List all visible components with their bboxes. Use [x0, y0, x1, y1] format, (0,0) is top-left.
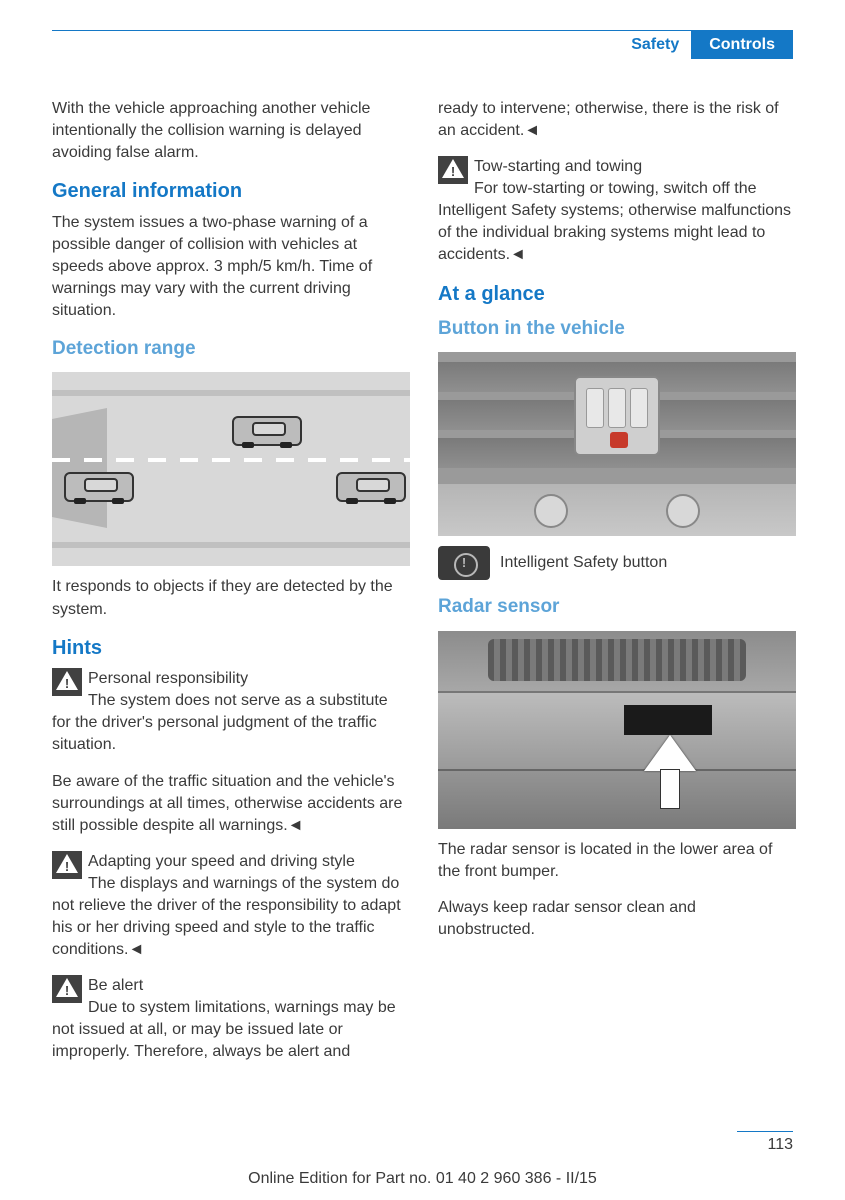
header-chapter-label: Controls — [691, 31, 793, 59]
button-in-vehicle-heading: Button in the vehicle — [438, 316, 796, 342]
intelligent-safety-button-label: Intelligent Safety button — [500, 552, 667, 574]
warning-tow-starting: Tow-starting and towing For tow-starting… — [438, 156, 796, 266]
footer-edition: Online Edition for Part no. 01 40 2 960 … — [0, 1170, 845, 1188]
warning-title: Personal responsibility — [88, 670, 248, 687]
right-column: ready to intervene; otherwise, there is … — [438, 98, 796, 1077]
intro-paragraph: With the vehicle approaching another veh… — [52, 98, 410, 164]
general-information-paragraph: The system issues a two-phase warning of… — [52, 212, 410, 322]
warning-title: Be alert — [88, 977, 143, 994]
warning-be-alert: Be alert Due to system limitations, warn… — [52, 975, 410, 1063]
safety-button-row: Intelligent Safety button — [438, 546, 796, 580]
detection-range-caption: It responds to objects if they are detec… — [52, 576, 410, 620]
warning-title: Adapting your speed and driving style — [88, 853, 355, 870]
warning-adapting-speed: Adapting your speed and driving style Th… — [52, 851, 410, 961]
warning-body: The displays and warnings of the system … — [52, 875, 401, 958]
warning-body-continued: Be aware of the traffic situation and th… — [52, 771, 410, 837]
content-columns: With the vehicle approaching another veh… — [52, 98, 793, 1077]
warning-body: For tow-starting or towing, switch off t… — [438, 180, 791, 263]
left-column: With the vehicle approaching another veh… — [52, 98, 410, 1077]
radar-sensor-figure — [438, 631, 796, 829]
detection-range-figure — [52, 372, 410, 566]
intelligent-safety-button-icon — [438, 546, 490, 580]
warning-icon — [52, 851, 82, 879]
general-information-heading: General information — [52, 178, 410, 206]
radar-sensor-heading: Radar sensor — [438, 594, 796, 620]
warning-icon — [52, 668, 82, 696]
warning-personal-responsibility: Personal responsibility The system does … — [52, 668, 410, 756]
continuation-paragraph: ready to intervene; otherwise, there is … — [438, 98, 796, 142]
at-a-glance-heading: At a glance — [438, 281, 796, 309]
warning-body: Due to system limitations, warnings may … — [52, 999, 396, 1060]
warning-icon — [438, 156, 468, 184]
page-header: Safety Controls — [52, 30, 793, 58]
page: Safety Controls With the vehicle approac… — [0, 0, 845, 1077]
warning-icon — [52, 975, 82, 1003]
warning-title: Tow-starting and towing — [474, 158, 642, 175]
header-section-label: Safety — [619, 36, 691, 54]
button-in-vehicle-figure — [438, 352, 796, 536]
detection-range-heading: Detection range — [52, 336, 410, 362]
radar-sensor-paragraph-2: Always keep radar sensor clean and unobs… — [438, 897, 796, 941]
warning-body: The system does not serve as a substitut… — [52, 692, 388, 753]
radar-sensor-paragraph-1: The radar sensor is located in the lower… — [438, 839, 796, 883]
hints-heading: Hints — [52, 635, 410, 663]
page-number: 113 — [737, 1131, 793, 1154]
